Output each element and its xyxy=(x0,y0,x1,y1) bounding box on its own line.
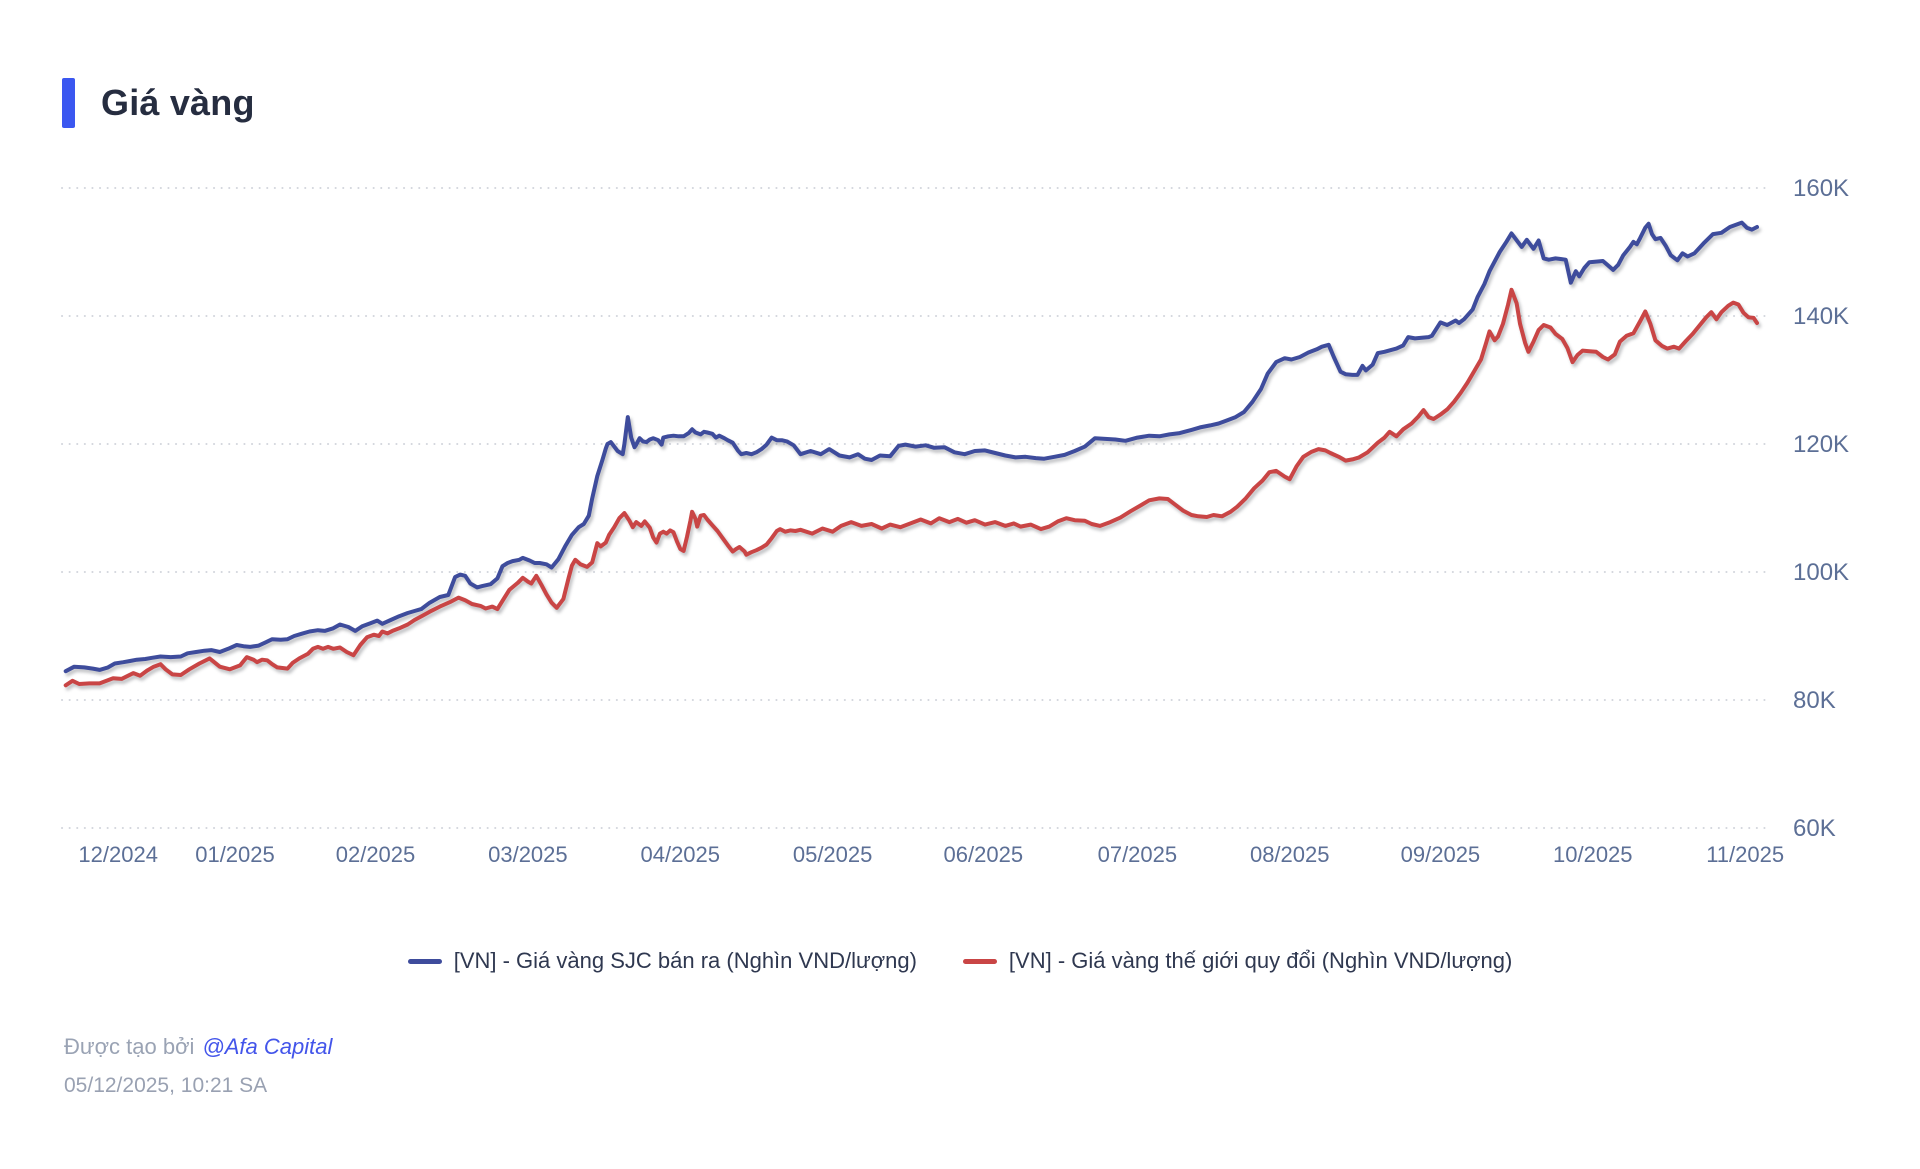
y-axis-label-140K: 140K xyxy=(1793,303,1849,330)
series-line-world xyxy=(63,287,1759,688)
chart-legend: [VN] - Giá vàng SJC bán ra (Nghìn VND/lư… xyxy=(0,948,1920,974)
attribution-footer: Được tạo bởi @Afa Capital 05/12/2025, 10:… xyxy=(64,1034,332,1098)
legend-item-world[interactable]: [VN] - Giá vàng thế giới quy đổi (Nghìn … xyxy=(962,948,1513,974)
x-axis-label-04-2025: 04/2025 xyxy=(640,842,720,867)
x-axis-label-01-2025: 01/2025 xyxy=(195,842,275,867)
x-axis-label-11-2025: 11/2025 xyxy=(1706,842,1784,867)
x-axis-label-08-2025: 08/2025 xyxy=(1250,842,1330,867)
legend-label-sjc: [VN] - Giá vàng SJC bán ra (Nghìn VND/lư… xyxy=(453,948,917,973)
x-axis-label-02-2025: 02/2025 xyxy=(336,842,416,867)
y-axis-label-80K: 80K xyxy=(1793,687,1836,714)
x-axis-label-12-2024: 12/2024 xyxy=(78,842,158,867)
x-axis-label-05-2025: 05/2025 xyxy=(793,842,873,867)
page-title: Giá vàng xyxy=(101,82,255,124)
created-by-label: Được tạo bởi xyxy=(64,1034,195,1059)
series-line-sjc xyxy=(63,220,1759,674)
legend-label-world: [VN] - Giá vàng thế giới quy đổi (Nghìn … xyxy=(1008,948,1513,973)
chart-timestamp: 05/12/2025, 10:21 SA xyxy=(64,1074,268,1097)
x-axis-label-07-2025: 07/2025 xyxy=(1098,842,1178,867)
world-line-marker-icon xyxy=(962,958,997,964)
y-axis-label-100K: 100K xyxy=(1793,559,1849,586)
author-link[interactable]: @Afa Capital xyxy=(202,1034,333,1059)
x-axis-label-06-2025: 06/2025 xyxy=(944,842,1024,867)
y-axis-label-60K: 60K xyxy=(1793,815,1836,842)
x-axis-label-10-2025: 10/2025 xyxy=(1553,842,1633,867)
x-axis-label-03-2025: 03/2025 xyxy=(488,842,568,867)
x-axis-label-09-2025: 09/2025 xyxy=(1401,842,1481,867)
legend-item-sjc[interactable]: [VN] - Giá vàng SJC bán ra (Nghìn VND/lư… xyxy=(407,948,917,974)
title-accent-bar xyxy=(62,78,75,129)
gold-price-chart: 160K 140K 120K 100K 80K 60K 12/2024 01/2025 02/2… xyxy=(61,175,1849,867)
y-axis-label-160K: 160K xyxy=(1793,175,1849,202)
sjc-line-marker-icon xyxy=(407,958,442,964)
y-axis-label-120K: 120K xyxy=(1793,431,1849,458)
page-header: Giá vàng xyxy=(62,58,255,148)
